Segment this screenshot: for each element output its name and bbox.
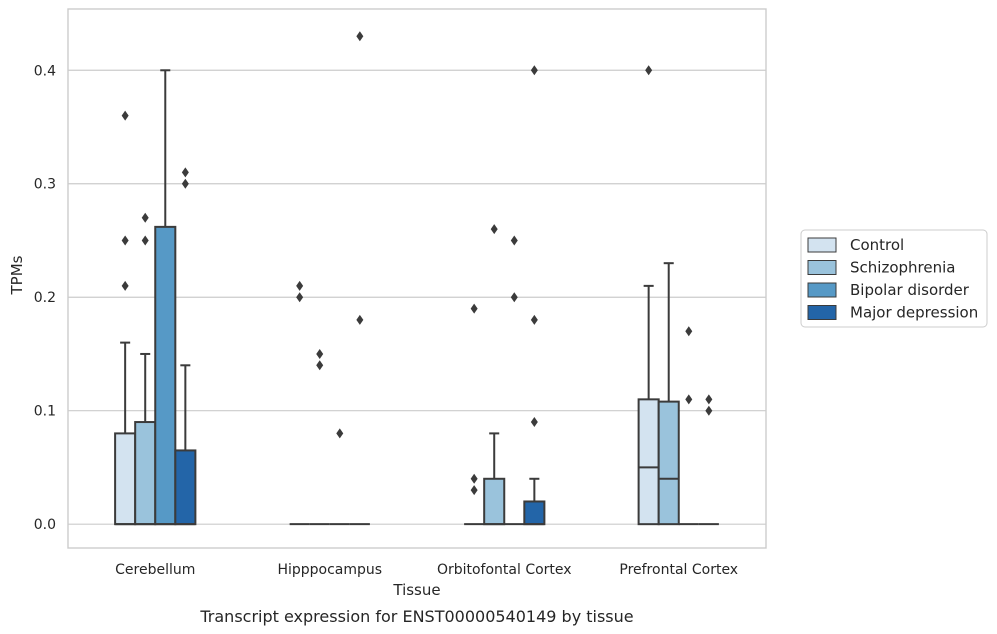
- box-major-depression: [174, 167, 197, 526]
- x-tick-label: Cerebellum: [115, 562, 195, 578]
- y-tick-label: 0.3: [34, 177, 56, 193]
- outlier-point: [685, 394, 693, 405]
- y-axis-label: TPMs: [8, 255, 26, 295]
- box-schizophrenia: [657, 262, 680, 526]
- plot-frame: [67, 8, 767, 549]
- outlier-point: [121, 280, 129, 291]
- y-tick-label: 0.4: [34, 63, 56, 79]
- box-bipolar-disorder: [329, 428, 350, 526]
- outlier-point: [121, 235, 129, 246]
- box-body: [134, 421, 157, 526]
- outlier-point: [705, 405, 713, 416]
- box-body: [154, 225, 177, 526]
- x-axis-label: Tissue: [392, 581, 440, 599]
- outlier-point: [490, 224, 498, 235]
- outlier-point: [141, 212, 149, 223]
- box-body: [637, 398, 660, 526]
- legend-label: Bipolar disorder: [850, 281, 970, 299]
- outlier-point: [530, 65, 538, 76]
- outlier-point: [316, 348, 324, 359]
- box-control: [289, 280, 310, 526]
- outlier-point: [470, 485, 478, 496]
- legend-swatch: [807, 282, 837, 298]
- outlier-point: [510, 292, 518, 303]
- box-control: [464, 303, 485, 526]
- box-control: [114, 110, 137, 526]
- box-schizophrenia: [483, 224, 506, 526]
- y-tick-label: 0.1: [34, 404, 56, 420]
- outlier-point: [316, 360, 324, 371]
- figure-caption: Transcript expression for ENST0000054014…: [199, 607, 633, 626]
- outlier-point: [121, 110, 129, 121]
- outlier-point: [336, 428, 344, 439]
- y-tick-label: 0.2: [34, 290, 56, 306]
- outlier-point: [296, 280, 304, 291]
- box-major-depression: [523, 65, 546, 526]
- box-bipolar-disorder: [678, 326, 699, 526]
- outlier-point: [685, 326, 693, 337]
- box-schizophrenia: [309, 348, 330, 526]
- outlier-point: [296, 292, 304, 303]
- outlier-point: [470, 473, 478, 484]
- box-body: [483, 477, 506, 526]
- outlier-point: [141, 235, 149, 246]
- outlier-point: [510, 235, 518, 246]
- outlier-point: [181, 167, 189, 178]
- x-tick-label: Prefrontal Cortex: [619, 562, 738, 578]
- legend-label: Schizophrenia: [850, 259, 955, 277]
- legend-frame: [800, 229, 988, 328]
- box-body: [523, 500, 546, 526]
- box-body: [114, 432, 137, 526]
- outlier-point: [705, 394, 713, 405]
- outlier-point: [356, 314, 364, 325]
- box-body: [657, 400, 680, 526]
- box-series: [114, 31, 719, 526]
- outlier-point: [645, 65, 653, 76]
- box-bipolar-disorder: [154, 69, 177, 526]
- legend-label: Control: [850, 236, 904, 254]
- outlier-point: [470, 303, 478, 314]
- outlier-point: [356, 31, 364, 42]
- outlier-point: [530, 314, 538, 325]
- box-major-depression: [698, 394, 719, 526]
- outlier-point: [530, 417, 538, 428]
- y-tick-label: 0.0: [34, 517, 56, 533]
- x-tick-label: Orbitofontal Cortex: [437, 562, 572, 578]
- box-body: [174, 449, 197, 526]
- legend-swatch: [807, 305, 837, 320]
- legend: Control Schizophrenia Bipolar disorder Majo…: [800, 229, 988, 328]
- y-axis-ticks: 0.0 0.1 0.2 0.3 0.4: [34, 63, 56, 533]
- legend-swatch: [807, 260, 837, 275]
- legend-swatch: [807, 237, 837, 253]
- x-tick-label: Hipppocampus: [277, 562, 382, 578]
- outlier-point: [181, 178, 189, 189]
- box-major-depression: [349, 31, 370, 526]
- legend-label: Major depression: [850, 304, 978, 322]
- box-bipolar-disorder: [504, 235, 525, 526]
- x-axis-ticks: Cerebellum Hipppocampus Orbitofontal Corte…: [115, 562, 738, 578]
